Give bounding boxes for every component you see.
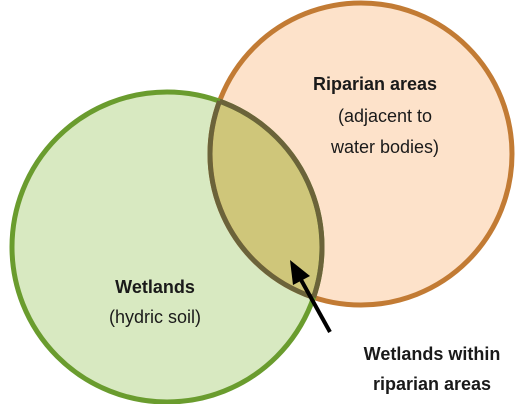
- overlap-outline: [207, 92, 322, 308]
- set-description: (adjacent to: [338, 106, 432, 126]
- set-description: water bodies): [330, 137, 439, 157]
- overlap-outline: [210, 89, 325, 305]
- intersection-label: Wetlands within: [364, 344, 501, 364]
- intersection-label: riparian areas: [373, 374, 491, 394]
- set-title: Riparian areas: [313, 74, 437, 94]
- overlap-region: [210, 92, 322, 305]
- arrow-head: [290, 260, 310, 285]
- set-title: Wetlands: [115, 277, 195, 297]
- set-description: (hydric soil): [109, 307, 201, 327]
- arrow-shaft: [298, 277, 332, 333]
